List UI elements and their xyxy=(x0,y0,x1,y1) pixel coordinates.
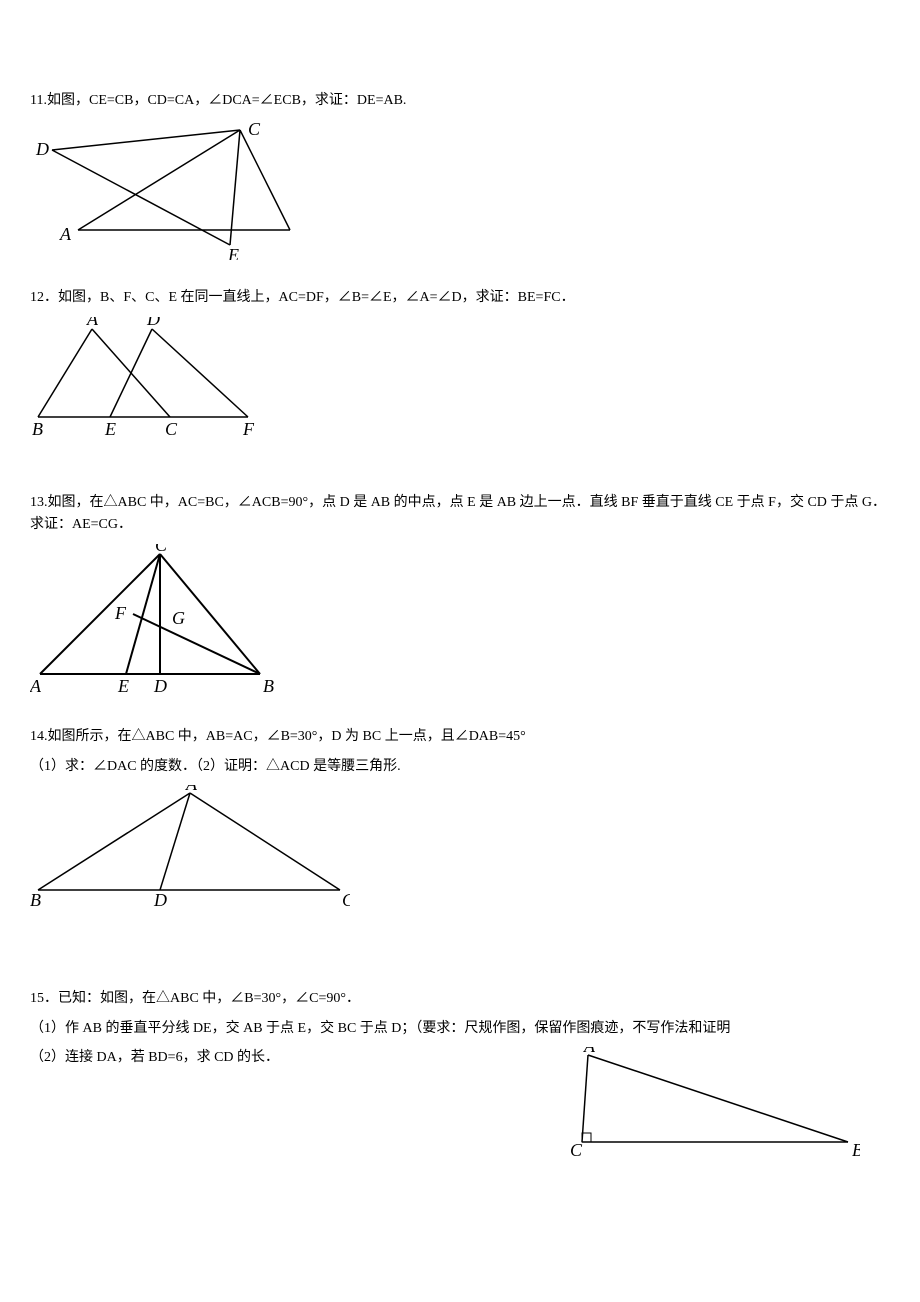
problem-15-text: 15．已知：如图，在△ABC 中，∠B=30°，∠C=90°． xyxy=(30,988,890,1010)
problem-14-sub1: （1）求：∠DAC 的度数．（2）证明：△ACD 是等腰三角形. xyxy=(30,756,890,778)
svg-text:F: F xyxy=(114,603,127,623)
svg-text:F: F xyxy=(242,419,255,437)
problem-14-figure: A B C D xyxy=(30,785,890,918)
problem-11-text: 11.如图，CE=CB，CD=CA，∠DCA=∠ECB，求证：DE=AB. xyxy=(30,90,890,112)
problem-14: 14.如图所示，在△ABC 中，AB=AC，∠B=30°，D 为 BC 上一点，… xyxy=(30,726,890,918)
svg-text:D: D xyxy=(146,317,160,329)
svg-text:E: E xyxy=(227,245,239,260)
svg-text:C: C xyxy=(248,120,261,139)
spacer-large xyxy=(30,936,890,988)
problem-13: 13.如图，在△ABC 中，AC=BC，∠ACB=90°，点 D 是 AB 的中… xyxy=(30,492,890,708)
problem-12-figure: A D B E C F xyxy=(30,317,890,445)
spacer xyxy=(30,464,890,492)
svg-text:A: A xyxy=(86,317,99,329)
svg-text:D: D xyxy=(35,139,49,159)
svg-text:C: C xyxy=(165,419,178,437)
svg-text:B: B xyxy=(852,1140,860,1160)
svg-text:E: E xyxy=(104,419,116,437)
svg-text:G: G xyxy=(172,608,185,628)
svg-text:A: A xyxy=(185,785,198,794)
svg-text:C: C xyxy=(570,1140,583,1160)
problem-13-text: 13.如图，在△ABC 中，AC=BC，∠ACB=90°，点 D 是 AB 的中… xyxy=(30,492,890,537)
problem-15-sub1: （1）作 AB 的垂直平分线 DE，交 AB 于点 E，交 BC 于点 D；（要… xyxy=(30,1018,890,1040)
svg-text:B: B xyxy=(30,890,41,910)
problem-12-text: 12．如图，B、F、C、E 在同一直线上，AC=DF，∠B=∠E，∠A=∠D，求… xyxy=(30,287,890,309)
svg-text:E: E xyxy=(117,676,129,696)
problem-11-figure: DCABE xyxy=(30,120,890,268)
problem-12: 12．如图，B、F、C、E 在同一直线上，AC=DF，∠B=∠E，∠A=∠D，求… xyxy=(30,287,890,446)
problem-15-figure: A C B xyxy=(570,1047,860,1170)
svg-text:A: A xyxy=(583,1047,596,1056)
svg-text:D: D xyxy=(153,890,167,910)
svg-text:A: A xyxy=(59,224,72,244)
problem-13-figure: C A B E D F G xyxy=(30,544,890,707)
svg-text:C: C xyxy=(342,890,350,910)
problem-15: 15．已知：如图，在△ABC 中，∠B=30°，∠C=90°． （1）作 AB … xyxy=(30,988,890,1069)
svg-text:B: B xyxy=(263,676,274,696)
problem-11: 11.如图，CE=CB，CD=CA，∠DCA=∠ECB，求证：DE=AB. D C… xyxy=(30,90,890,269)
svg-text:A: A xyxy=(30,676,42,696)
svg-text:D: D xyxy=(153,676,167,696)
svg-text:C: C xyxy=(155,544,168,555)
problem-14-text: 14.如图所示，在△ABC 中，AB=AC，∠B=30°，D 为 BC 上一点，… xyxy=(30,726,890,748)
svg-text:B: B xyxy=(32,419,43,437)
